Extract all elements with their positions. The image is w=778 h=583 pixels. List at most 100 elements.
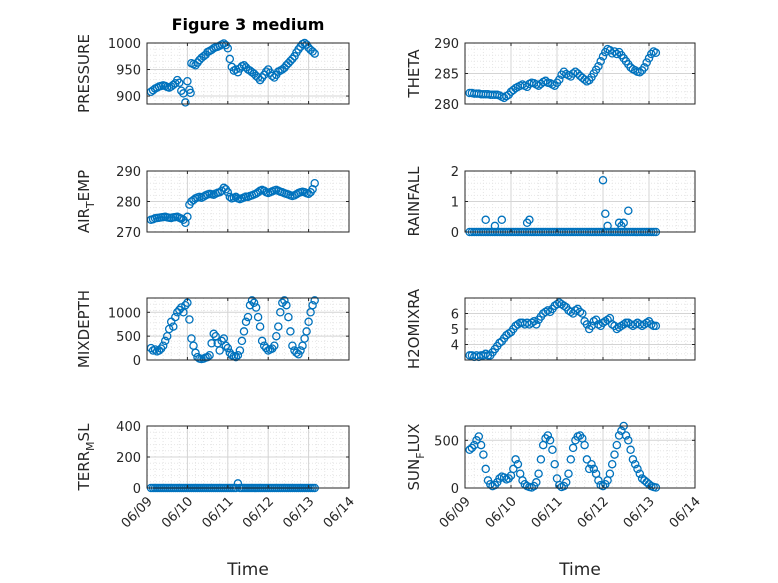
data-point bbox=[642, 58, 651, 67]
data-point bbox=[545, 436, 555, 445]
x-tick-label: 06/14 bbox=[667, 494, 704, 531]
data-point bbox=[474, 432, 484, 441]
data-point bbox=[564, 469, 573, 478]
data-point bbox=[288, 54, 297, 64]
axes-box-sun-flux bbox=[464, 425, 696, 489]
data-point bbox=[241, 317, 251, 327]
data-point bbox=[605, 469, 615, 478]
x-tick-label: 06/10 bbox=[159, 494, 196, 531]
y-axis-label: SUNFLUX bbox=[405, 424, 427, 491]
data-point bbox=[580, 440, 589, 450]
y-tick-label: 2 bbox=[451, 165, 459, 180]
data-point bbox=[626, 445, 635, 455]
data-point bbox=[594, 61, 603, 71]
grid-theta bbox=[465, 42, 695, 105]
data-point bbox=[543, 306, 553, 315]
x-tick-label: 06/11 bbox=[529, 494, 566, 531]
data-point bbox=[621, 318, 631, 328]
data-point bbox=[633, 464, 642, 474]
data-point bbox=[541, 76, 550, 86]
data-point bbox=[274, 322, 283, 331]
data-point bbox=[267, 71, 277, 81]
data-point bbox=[175, 78, 184, 88]
series-theta bbox=[465, 44, 661, 103]
data-point bbox=[476, 440, 486, 450]
data-point bbox=[286, 327, 295, 336]
series-h2omixra bbox=[465, 298, 661, 362]
data-point bbox=[154, 346, 164, 355]
data-point bbox=[644, 54, 654, 63]
data-point bbox=[181, 300, 190, 310]
data-point bbox=[596, 57, 605, 66]
data-point bbox=[610, 47, 619, 56]
data-point bbox=[534, 469, 543, 478]
data-point bbox=[571, 306, 580, 315]
data-point bbox=[160, 336, 170, 346]
grid-terr-msl bbox=[147, 425, 349, 489]
data-point bbox=[584, 464, 594, 474]
axes-box-pressure bbox=[146, 42, 350, 105]
x-tick-label: 06/09 bbox=[119, 494, 156, 531]
data-point bbox=[270, 341, 279, 350]
data-point bbox=[548, 445, 557, 455]
data-point bbox=[594, 320, 603, 329]
data-point bbox=[571, 67, 580, 76]
data-point bbox=[304, 317, 313, 327]
data-point bbox=[183, 212, 192, 222]
data-point bbox=[555, 480, 564, 490]
y-tick-label: 400 bbox=[116, 420, 141, 435]
data-point bbox=[205, 350, 214, 360]
data-point bbox=[278, 298, 287, 308]
data-point bbox=[568, 443, 578, 453]
data-point bbox=[185, 315, 194, 324]
data-point bbox=[527, 318, 536, 328]
data-point bbox=[158, 341, 168, 350]
data-point bbox=[207, 339, 216, 348]
data-point bbox=[479, 450, 488, 459]
y-tick-label: 290 bbox=[434, 37, 459, 52]
data-point bbox=[525, 215, 534, 225]
data-point bbox=[177, 303, 186, 312]
data-point bbox=[511, 455, 520, 464]
data-point bbox=[612, 49, 622, 59]
y-tick-label: 500 bbox=[116, 330, 141, 345]
data-point bbox=[649, 321, 658, 331]
y-axis-label: TERRMSL bbox=[75, 423, 97, 492]
data-point bbox=[150, 345, 160, 354]
data-point bbox=[607, 320, 617, 329]
y-tick-label: 0 bbox=[451, 226, 459, 241]
data-point bbox=[642, 318, 651, 328]
subplot-rainfall: 0 1 2 RAINFALL bbox=[405, 165, 696, 241]
y-tick-label: 6 bbox=[451, 308, 459, 323]
data-point bbox=[186, 88, 195, 98]
y-tick-label: 0 bbox=[133, 354, 141, 369]
data-point bbox=[465, 445, 474, 455]
data-point bbox=[310, 178, 319, 188]
data-point bbox=[284, 312, 293, 322]
x-tick-label: 06/12 bbox=[240, 494, 277, 531]
y-axis-label: PRESSURE bbox=[75, 34, 93, 113]
data-point bbox=[215, 346, 224, 355]
data-point bbox=[601, 209, 610, 218]
x-tick-label: 06/13 bbox=[280, 494, 317, 531]
y-tick-label: 270 bbox=[116, 226, 141, 241]
y-axis-label: MIXDEPTH bbox=[75, 290, 93, 368]
data-point bbox=[603, 315, 612, 324]
data-point bbox=[647, 49, 656, 59]
data-point bbox=[203, 352, 212, 362]
data-point bbox=[497, 215, 507, 225]
data-point bbox=[504, 329, 513, 338]
data-point bbox=[308, 300, 317, 310]
data-point bbox=[630, 459, 640, 469]
y-tick-label: 950 bbox=[116, 64, 141, 79]
y-tick-label: 900 bbox=[116, 90, 141, 105]
y-tick-label: 1 bbox=[451, 196, 459, 211]
data-point bbox=[481, 215, 490, 225]
y-tick-label: 4 bbox=[451, 339, 459, 354]
data-point bbox=[624, 436, 633, 445]
data-point bbox=[607, 459, 617, 469]
data-point bbox=[610, 450, 619, 459]
y-tick-label: 1000 bbox=[108, 306, 141, 321]
subplot-h2omixra: 456 H2OMIXRA bbox=[405, 288, 696, 369]
data-point bbox=[223, 188, 233, 197]
